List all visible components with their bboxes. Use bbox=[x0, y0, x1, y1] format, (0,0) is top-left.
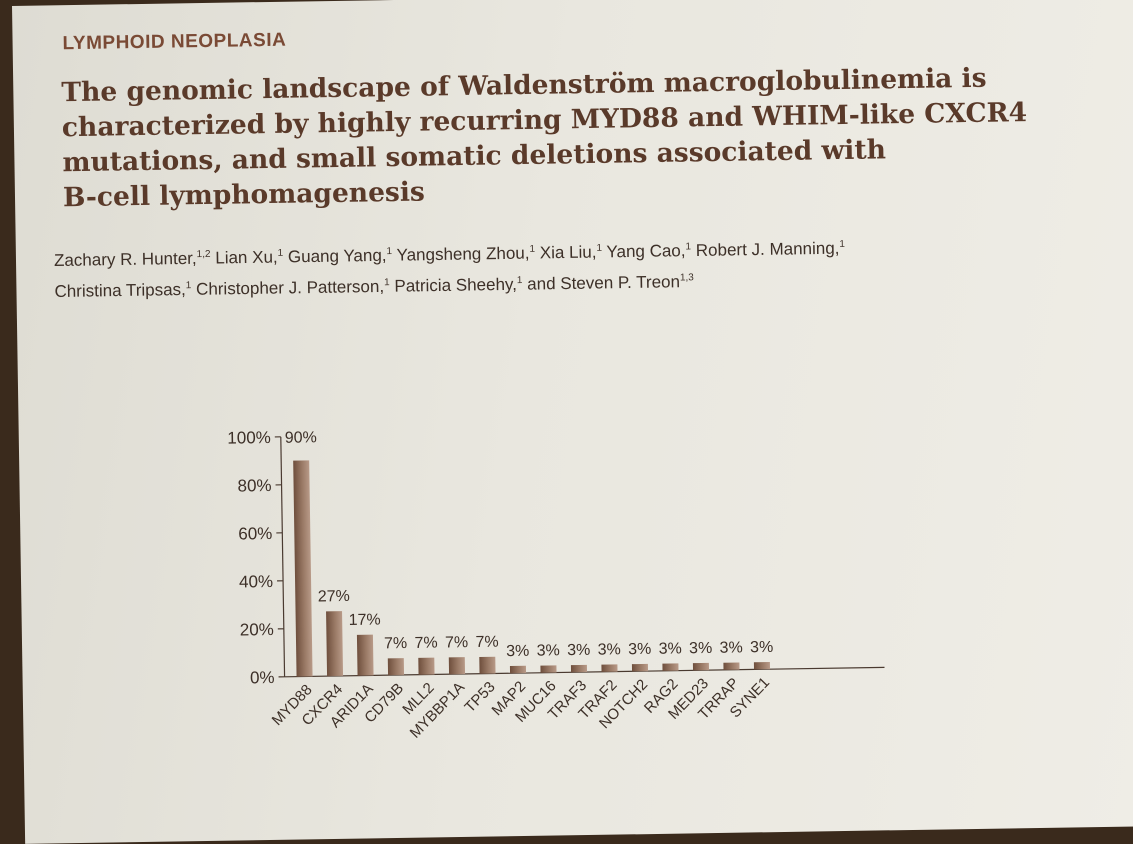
bar bbox=[479, 656, 496, 674]
data-label: 3% bbox=[658, 640, 681, 657]
bar bbox=[631, 663, 649, 672]
bar bbox=[293, 460, 313, 677]
bar bbox=[601, 664, 618, 672]
y-axis-line bbox=[280, 436, 286, 677]
bar bbox=[509, 665, 527, 674]
y-tick-label: 20% bbox=[240, 620, 274, 640]
data-label: 7% bbox=[445, 634, 468, 651]
data-label: 3% bbox=[506, 643, 529, 660]
bar bbox=[692, 662, 710, 671]
bar bbox=[418, 657, 435, 675]
slide: LYMPHOID NEOPLASIA The genomic landscape… bbox=[12, 0, 1133, 844]
data-label: 7% bbox=[475, 634, 498, 651]
data-label: 3% bbox=[628, 641, 651, 658]
data-label: 3% bbox=[537, 642, 560, 659]
bar bbox=[662, 663, 679, 671]
bar bbox=[540, 665, 557, 673]
data-label: 3% bbox=[689, 640, 712, 657]
bar bbox=[326, 611, 344, 677]
bar bbox=[448, 657, 466, 675]
bar bbox=[387, 658, 405, 676]
bar bbox=[570, 664, 588, 673]
mutation-frequency-bar-chart: 0% 20% 40% 60% 80% 100% 90%MYD8827%CXCR417%AR… bbox=[227, 428, 885, 742]
data-label: 27% bbox=[318, 588, 350, 606]
data-label: 3% bbox=[597, 641, 620, 658]
data-label: 7% bbox=[384, 635, 407, 652]
data-label: 7% bbox=[414, 635, 437, 652]
y-tick-label: 0% bbox=[250, 668, 275, 687]
y-tick-label: 100% bbox=[227, 428, 271, 448]
labels: 90%MYD8827%CXCR417%ARID1A7%CD79B7%MLL27%… bbox=[269, 429, 774, 741]
bar bbox=[723, 662, 740, 670]
axes: 0% 20% 40% 60% 80% 100% bbox=[227, 428, 885, 687]
data-label: 17% bbox=[349, 611, 381, 629]
data-label: 3% bbox=[567, 642, 590, 659]
data-label: 90% bbox=[285, 429, 317, 447]
y-tick-label: 40% bbox=[239, 572, 273, 592]
data-label: 3% bbox=[719, 639, 742, 656]
bars bbox=[293, 460, 771, 677]
y-tick-label: 60% bbox=[238, 524, 272, 544]
bar bbox=[356, 634, 374, 676]
data-label: 3% bbox=[750, 639, 773, 656]
y-tick-label: 80% bbox=[237, 476, 271, 496]
bar bbox=[753, 661, 771, 670]
